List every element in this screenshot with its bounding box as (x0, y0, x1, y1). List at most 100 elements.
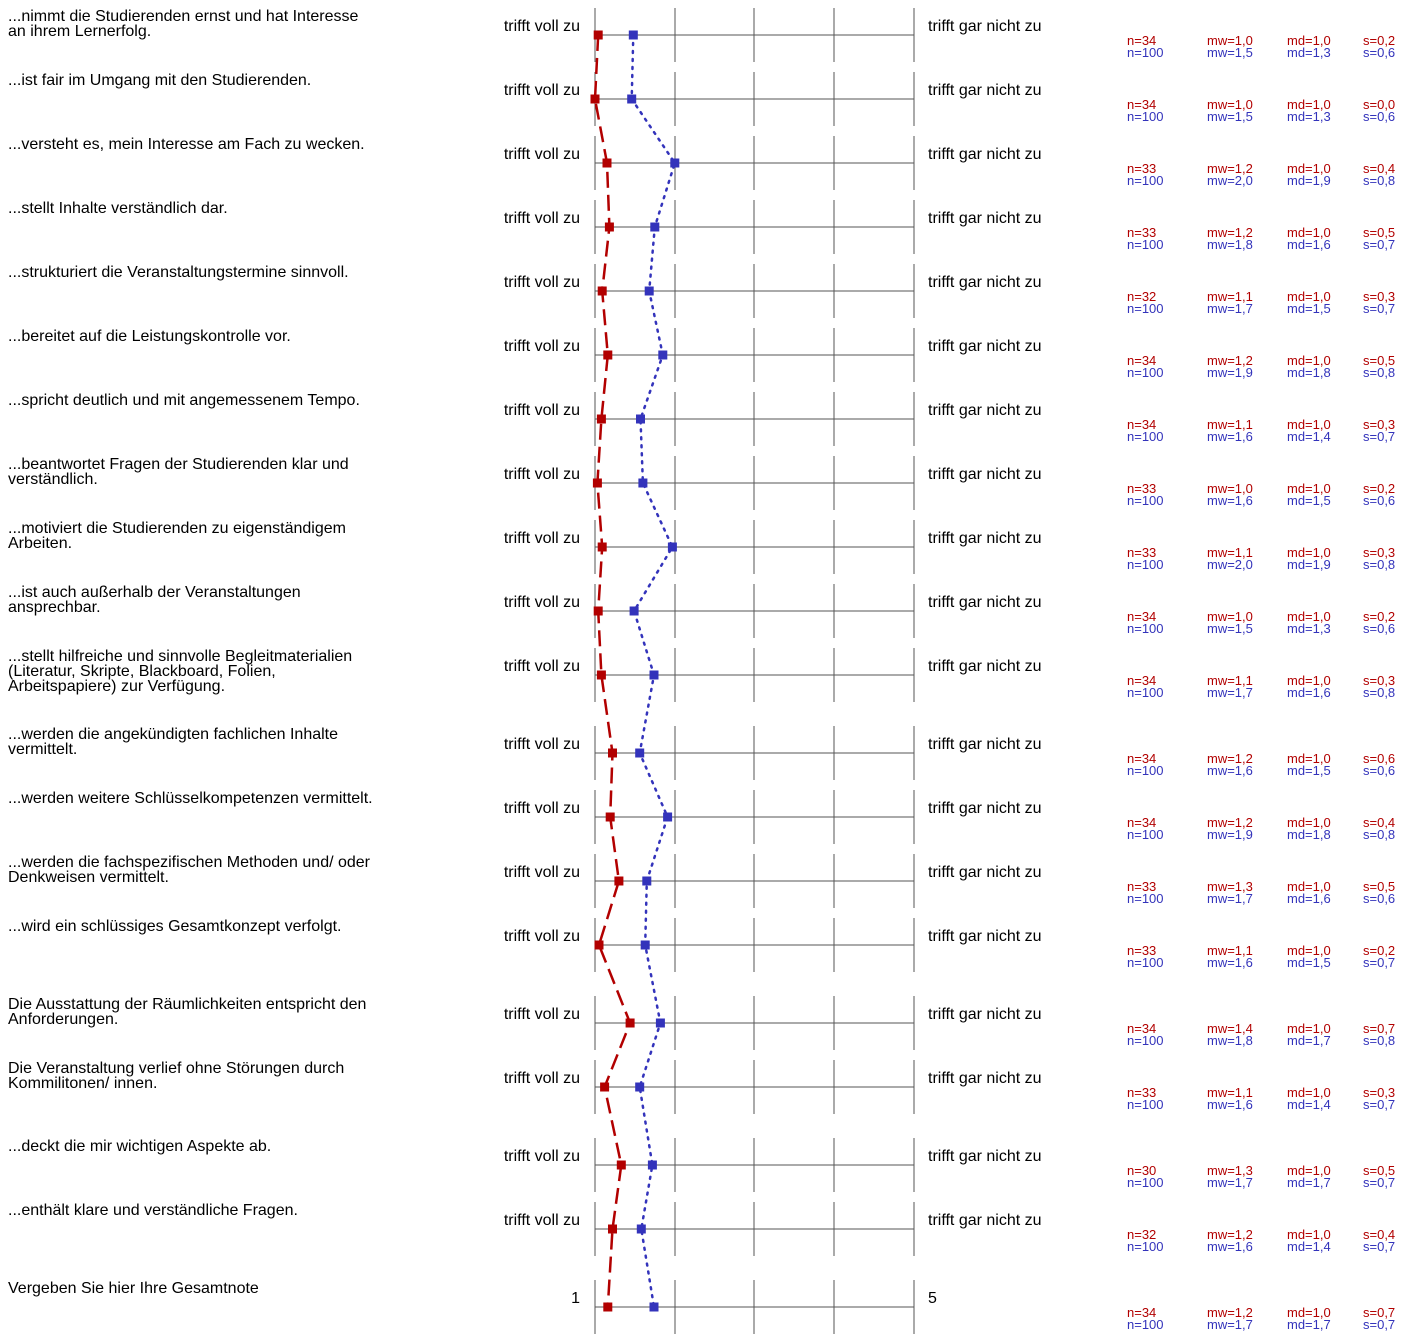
stat-n: n=100 (1127, 955, 1164, 970)
left-pole-label: trifft voll zu (503, 928, 580, 945)
stat-n: n=100 (1127, 827, 1164, 842)
stat-s: s=0,7 (1363, 301, 1396, 316)
right-pole-label: trifft gar nicht zu (928, 338, 1042, 355)
stat-s: s=0,5 (1363, 353, 1396, 368)
left-pole-label: trifft voll zu (503, 864, 580, 881)
stat-s: s=0,8 (1363, 173, 1396, 188)
stat-mw: mw=1,6 (1207, 493, 1253, 508)
stat-n: n=33 (1127, 225, 1157, 240)
stat-n: n=100 (1127, 493, 1164, 508)
stat-md: md=1,7 (1287, 1033, 1331, 1048)
profile-marker-1 (596, 414, 606, 424)
stat-md: md=1,0 (1287, 1163, 1331, 1178)
profile-marker-2 (647, 1160, 657, 1170)
stat-md: md=1,9 (1287, 557, 1331, 572)
stat-mw: mw=1,2 (1207, 1305, 1253, 1320)
right-pole-label: trifft gar nicht zu (928, 928, 1042, 945)
stat-md: md=1,7 (1287, 1175, 1331, 1190)
right-pole-label: trifft gar nicht zu (928, 274, 1042, 291)
stat-md: md=1,8 (1287, 827, 1331, 842)
stat-md: md=1,0 (1287, 1021, 1331, 1036)
stat-mw: mw=1,0 (1207, 97, 1253, 112)
profile-marker-2 (649, 1302, 659, 1312)
right-pole-label: trifft gar nicht zu (928, 530, 1042, 547)
profile-marker-2 (636, 414, 645, 424)
stat-md: md=1,4 (1287, 1097, 1331, 1112)
profile-marker-2 (644, 286, 654, 296)
profile-marker-1 (605, 812, 615, 822)
stat-md: md=1,0 (1287, 879, 1331, 894)
stat-md: md=1,0 (1287, 609, 1331, 624)
left-pole-label: trifft voll zu (503, 530, 580, 547)
left-pole-label: trifft voll zu (503, 466, 580, 483)
stat-n: n=32 (1127, 289, 1157, 304)
stat-n: n=100 (1127, 45, 1164, 60)
stat-mw: mw=1,0 (1207, 609, 1253, 624)
stat-n: n=33 (1127, 161, 1157, 176)
left-pole-label: trifft voll zu (503, 594, 580, 611)
stat-s: s=0,6 (1363, 493, 1396, 508)
stat-mw: mw=1,7 (1207, 301, 1253, 316)
profile-marker-1 (603, 1302, 613, 1312)
profile-marker-2 (635, 1082, 645, 1092)
right-pole-label: trifft gar nicht zu (928, 402, 1042, 419)
stat-s: s=0,7 (1363, 1175, 1396, 1190)
stat-n: n=33 (1127, 481, 1157, 496)
stat-s: s=0,6 (1363, 891, 1396, 906)
question-label: ...deckt die mir wichtigen Aspekte ab. (8, 1138, 272, 1155)
stat-mw: mw=1,1 (1207, 673, 1253, 688)
stat-s: s=0,2 (1363, 33, 1396, 48)
profile-marker-2 (649, 670, 659, 680)
stat-mw: mw=1,0 (1207, 481, 1253, 496)
stat-s: s=0,3 (1363, 673, 1396, 688)
stat-n: n=100 (1127, 1175, 1164, 1190)
right-pole-label: trifft gar nicht zu (928, 1006, 1042, 1023)
right-pole-label: trifft gar nicht zu (928, 800, 1042, 817)
profile-marker-1 (608, 1224, 617, 1234)
stat-s: s=0,4 (1363, 815, 1396, 830)
stat-mw: mw=1,1 (1207, 545, 1253, 560)
stat-mw: mw=1,2 (1207, 161, 1253, 176)
stat-md: md=1,0 (1287, 353, 1331, 368)
stat-n: n=100 (1127, 891, 1164, 906)
stat-s: s=0,8 (1363, 827, 1396, 842)
profile-marker-2 (635, 748, 645, 758)
question-label: ...motiviert die Studierenden zu eigenst… (8, 520, 346, 552)
stat-mw: mw=1,1 (1207, 417, 1253, 432)
stat-mw: mw=1,2 (1207, 225, 1253, 240)
stat-mw: mw=1,5 (1207, 45, 1253, 60)
question-label: ...beantwortet Fragen der Studierenden k… (8, 456, 349, 488)
left-pole-label: trifft voll zu (503, 18, 580, 35)
stat-mw: mw=1,1 (1207, 289, 1253, 304)
right-pole-label: trifft gar nicht zu (928, 1212, 1042, 1229)
stat-mw: mw=1,1 (1207, 1085, 1253, 1100)
stat-md: md=1,0 (1287, 1227, 1331, 1242)
stat-md: md=1,3 (1287, 109, 1331, 124)
question-label: ...ist auch außerhalb der Veranstaltunge… (8, 584, 301, 616)
profile-marker-2 (636, 1224, 646, 1234)
profile-marker-1 (608, 748, 617, 758)
left-pole-label: trifft voll zu (503, 146, 580, 163)
stat-n: n=33 (1127, 545, 1157, 560)
stat-s: s=0,4 (1363, 1227, 1396, 1242)
question-label: ...wird ein schlüssiges Gesamtkonzept ve… (8, 918, 342, 935)
profile-marker-1 (593, 606, 603, 616)
question-label: ...strukturiert die Veranstaltungstermin… (8, 264, 349, 281)
profile-marker-2 (640, 940, 650, 950)
stat-md: md=1,0 (1287, 97, 1331, 112)
stat-n: n=100 (1127, 1097, 1164, 1112)
question-label: ...stellt hilfreiche und sinnvolle Begle… (8, 648, 353, 695)
stat-s: s=0,7 (1363, 237, 1396, 252)
stat-s: s=0,6 (1363, 751, 1396, 766)
left-pole-label: trifft voll zu (503, 1212, 580, 1229)
stat-mw: mw=1,9 (1207, 827, 1253, 842)
left-pole-label: trifft voll zu (503, 800, 580, 817)
stat-mw: mw=1,5 (1207, 109, 1253, 124)
stat-s: s=0,2 (1363, 481, 1396, 496)
stat-md: md=1,7 (1287, 1317, 1331, 1332)
stat-md: md=1,5 (1287, 763, 1331, 778)
stat-md: md=1,0 (1287, 481, 1331, 496)
stat-s: s=0,7 (1363, 1021, 1396, 1036)
stat-s: s=0,8 (1363, 1033, 1396, 1048)
